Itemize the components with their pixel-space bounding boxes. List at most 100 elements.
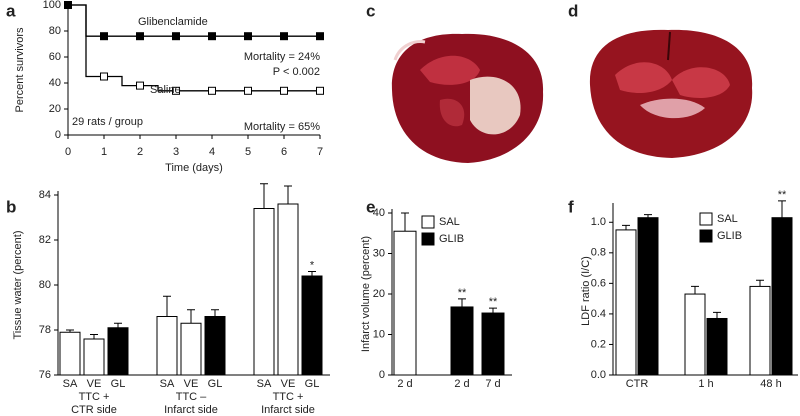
- significance: **: [489, 296, 498, 308]
- x-tick-label: SA: [160, 378, 175, 390]
- marker: [136, 32, 144, 41]
- error-bar: [163, 295, 171, 317]
- x-tick-label: 1: [101, 146, 107, 158]
- y-tick-label: 78: [39, 324, 51, 336]
- bar: [204, 316, 226, 376]
- error-bar: [401, 212, 409, 232]
- bar: [253, 208, 275, 376]
- x-tick-label: 0: [65, 146, 71, 158]
- x-tick-label: VE: [87, 378, 102, 390]
- group-label: Infarct side: [164, 404, 218, 416]
- x-tick-label: 4: [209, 146, 215, 158]
- brain-image-d: [589, 29, 753, 159]
- y-tick-label: 60: [49, 51, 61, 63]
- x-tick-label: GL: [305, 378, 320, 390]
- y-tick-label: 20: [373, 288, 385, 300]
- x-tick-label: 2: [137, 146, 143, 158]
- panel-letter: f: [568, 197, 574, 216]
- bar: [180, 322, 202, 376]
- bar: [450, 306, 474, 376]
- bar: [393, 230, 417, 376]
- significance: **: [458, 287, 467, 299]
- x-tick-label: 7: [317, 146, 323, 158]
- annotation: 29 rats / group: [72, 116, 143, 128]
- x-tick-label: 5: [245, 146, 251, 158]
- error-bar: [713, 311, 721, 319]
- series-label: Saline: [150, 84, 181, 96]
- error-bar: [691, 285, 699, 295]
- marker: [172, 32, 180, 41]
- error-bar: [260, 183, 268, 209]
- x-axis-label: Time (days): [165, 162, 223, 174]
- y-tick-label: 76: [39, 369, 51, 381]
- x-tick-label: 48 h: [760, 378, 781, 390]
- error-bar: [187, 309, 195, 324]
- group-label: Infarct side: [261, 404, 315, 416]
- error-bar: [284, 185, 292, 204]
- marker: [64, 1, 72, 9]
- error-bar: [756, 279, 764, 287]
- y-tick-label: 40: [373, 207, 385, 219]
- y-tick-label: 20: [49, 103, 61, 115]
- panel-letter: c: [366, 1, 375, 20]
- significance: **: [778, 189, 787, 201]
- legend-label: GLIB: [717, 230, 742, 242]
- error-bar: [622, 224, 630, 230]
- marker: [280, 32, 288, 41]
- legend-swatch: [699, 212, 713, 226]
- bar: [59, 331, 81, 376]
- error-bar: [90, 334, 98, 339]
- x-tick-label: 2 d: [454, 378, 469, 390]
- error-bar: [644, 214, 652, 218]
- y-tick-label: 0.4: [591, 308, 606, 320]
- marker: [208, 32, 216, 41]
- panel-letter: e: [366, 197, 375, 216]
- error-bar: [489, 307, 497, 314]
- bar: [637, 217, 659, 376]
- marker: [244, 32, 252, 41]
- y-tick-label: 0.8: [591, 247, 606, 259]
- x-tick-label: 7 d: [485, 378, 500, 390]
- y-axis-label: LDF ratio (I/C): [580, 256, 592, 326]
- x-tick-label: GL: [208, 378, 223, 390]
- marker: [316, 86, 324, 95]
- panel-letter: a: [6, 1, 16, 20]
- group-label: TTC +: [273, 391, 304, 403]
- marker: [136, 81, 144, 90]
- y-tick-label: 40: [49, 77, 61, 89]
- error-bar: [778, 200, 786, 218]
- error-bar: [308, 271, 316, 276]
- panel-letter: d: [568, 1, 578, 20]
- x-tick-label: VE: [281, 378, 296, 390]
- bar: [771, 217, 793, 376]
- bar: [706, 317, 728, 376]
- x-tick-label: 1 h: [698, 378, 713, 390]
- marker: [244, 86, 252, 95]
- y-tick-label: 80: [49, 25, 61, 37]
- legend-swatch: [421, 215, 435, 229]
- annotation: Mortality = 65%: [244, 121, 320, 133]
- marker: [100, 72, 108, 81]
- error-bar: [114, 322, 122, 328]
- error-bar: [211, 309, 219, 317]
- bar: [481, 312, 505, 376]
- brain-image-c: [391, 33, 544, 164]
- bar: [615, 229, 637, 376]
- significance: *: [310, 259, 315, 271]
- bar: [107, 327, 129, 376]
- bar: [749, 285, 771, 376]
- x-tick-label: SA: [63, 378, 78, 390]
- legend-label: SAL: [439, 216, 460, 228]
- y-tick-label: 0.0: [591, 369, 606, 381]
- error-bar: [458, 298, 466, 307]
- y-tick-label: 84: [39, 189, 51, 201]
- panel-letter: b: [6, 197, 16, 216]
- marker: [208, 86, 216, 95]
- marker: [280, 86, 288, 95]
- legend-label: GLIB: [439, 233, 464, 245]
- marker: [316, 32, 324, 41]
- x-tick-label: VE: [184, 378, 199, 390]
- y-tick-label: 82: [39, 234, 51, 246]
- legend-label: SAL: [717, 213, 738, 225]
- bar: [156, 316, 178, 376]
